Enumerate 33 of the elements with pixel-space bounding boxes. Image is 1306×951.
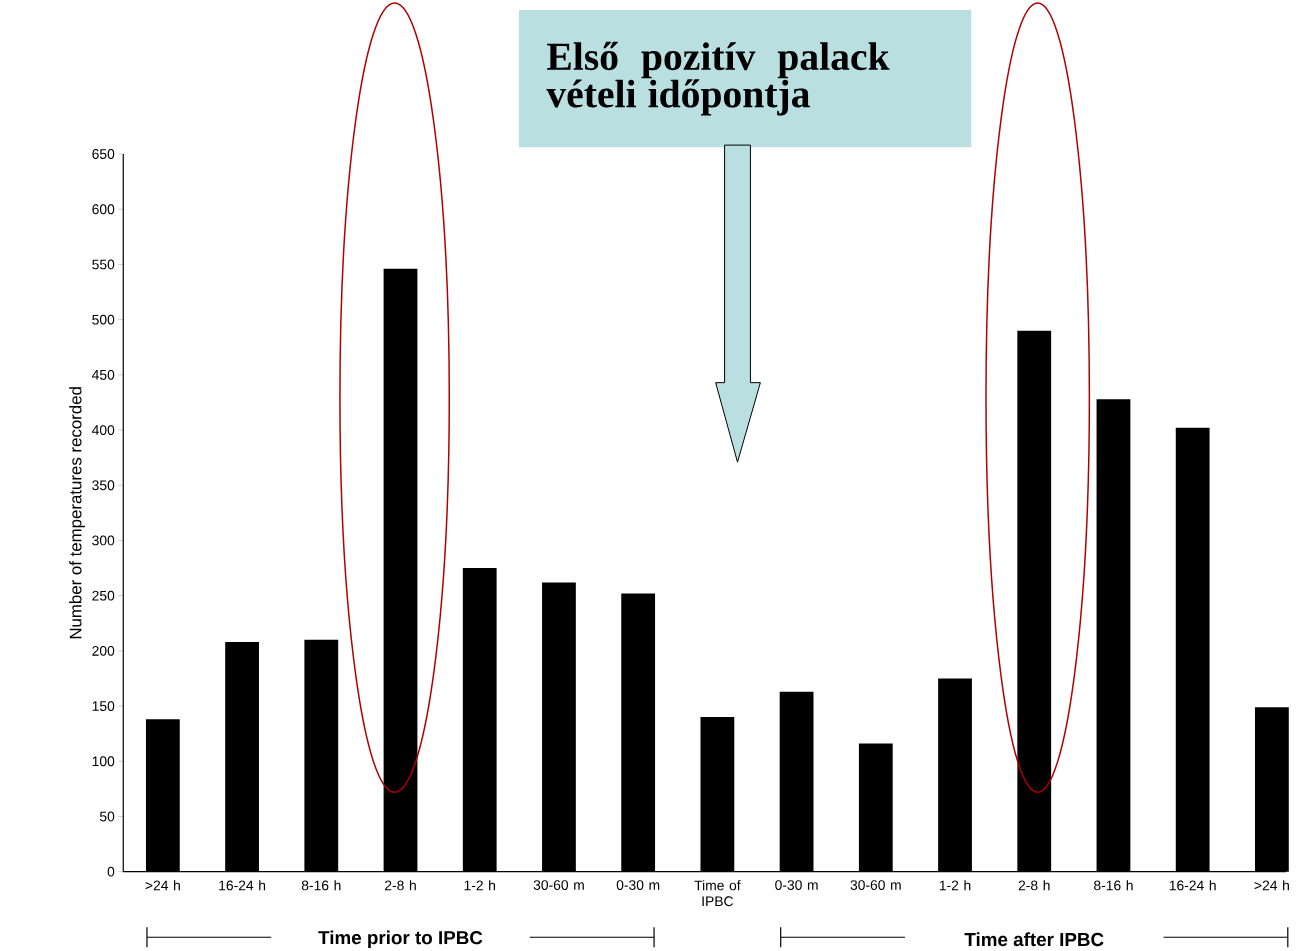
y-tick-label: 600 xyxy=(92,204,115,214)
y-tick-label: 150 xyxy=(92,700,115,711)
x-tick-label: 30-60 m xyxy=(850,879,901,890)
x-tick-label: 1-2 h xyxy=(939,879,971,891)
x-tick-label: 2-8 h xyxy=(1018,879,1050,891)
x-tick-label: 1-2 h xyxy=(464,879,496,891)
y-tick-label: 350 xyxy=(92,480,115,491)
x-tick-label: 0-30 m xyxy=(616,879,660,890)
y-tick-label: 300 xyxy=(92,535,115,546)
y-tick-label: 400 xyxy=(91,424,115,435)
y-tick-label: 200 xyxy=(92,645,115,656)
text: Time after IPBC xyxy=(964,932,1104,947)
chart-title: Első pozitív palack vételi időpontja xyxy=(546,41,890,116)
y-tick-label: 650 xyxy=(92,148,115,159)
y-tick-label: 0 xyxy=(107,866,115,877)
y-tick-label: 450 xyxy=(91,369,115,380)
y-tick-label: 550 xyxy=(92,259,115,270)
x-tick-label: 8-16 h xyxy=(1094,879,1133,891)
y-tick-label: 50 xyxy=(99,811,115,822)
y-tick-label: 500 xyxy=(92,314,115,325)
x-tick-label: 8-16 h xyxy=(301,879,341,891)
x-tick-label: 16-24 h xyxy=(1169,879,1216,891)
x-tick-label: >24 h xyxy=(145,879,180,891)
text: Time prior to IPBC xyxy=(318,930,483,948)
y-tick-label: 250 xyxy=(92,590,115,601)
x-tick-label: 16-24 h xyxy=(219,879,266,891)
x-tick-label: Time of IPBC xyxy=(694,879,741,907)
x-tick-label: 0-30 m xyxy=(775,879,818,890)
x-tick-label: >24 h xyxy=(1254,879,1289,891)
x-tick-label: 30-60 m xyxy=(533,879,584,890)
y-tick-label: 100 xyxy=(92,756,115,767)
y-axis-title: Number of temperatures recorded xyxy=(69,387,85,639)
x-tick-label: 2-8 h xyxy=(385,879,416,891)
